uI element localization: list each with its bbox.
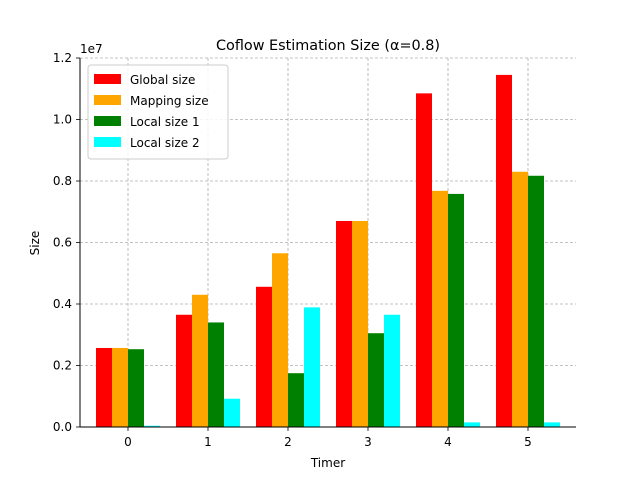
x-tick-label: 2 — [284, 435, 292, 449]
y-tick-label: 0.0 — [53, 420, 72, 434]
y-tick-label: 0.8 — [53, 174, 72, 188]
bars — [96, 74, 560, 428]
bar-mapping-size-3 — [352, 220, 368, 427]
legend: Global size Mapping size Local size 1 Local… — [87, 64, 229, 160]
bar-local-size-2-0 — [144, 425, 160, 427]
bar-local-size-2-5 — [544, 422, 560, 427]
bar-local-size-2-2 — [304, 307, 320, 427]
bar-global-size-2 — [256, 286, 272, 427]
bar-local-size-1-5 — [528, 175, 544, 427]
bar-mapping-size-1 — [192, 294, 208, 427]
legend-swatch — [94, 116, 121, 126]
bar-local-size-1-3 — [368, 333, 384, 427]
legend-swatch — [94, 137, 121, 147]
bar-local-size-2-4 — [464, 422, 480, 427]
x-tick-label: 0 — [124, 435, 132, 449]
bar-global-size-4 — [416, 93, 432, 428]
bar-local-size-1-1 — [208, 322, 224, 427]
bar-global-size-5 — [496, 74, 512, 427]
y-tick-label: 0.4 — [53, 297, 72, 311]
y-scale-label: 1e7 — [80, 42, 103, 56]
legend-label: Global size — [130, 73, 195, 87]
legend-swatch — [94, 74, 121, 84]
bar-local-size-2-3 — [384, 314, 400, 427]
legend-label: Local size 2 — [130, 136, 200, 150]
x-tick-label: 3 — [364, 435, 372, 449]
y-tick-label: 0.2 — [53, 359, 72, 373]
y-tick-label: 1.0 — [53, 113, 72, 127]
bar-local-size-2-1 — [224, 398, 240, 427]
x-tick-label: 5 — [524, 435, 532, 449]
bar-local-size-1-2 — [288, 373, 304, 427]
bar-global-size-3 — [336, 220, 352, 427]
bar-global-size-1 — [176, 314, 192, 427]
bar-global-size-0 — [96, 347, 112, 427]
bar-mapping-size-4 — [432, 190, 448, 427]
legend-swatch — [94, 95, 121, 105]
x-axis-label: Timer — [310, 456, 345, 470]
bar-local-size-1-0 — [128, 349, 144, 427]
legend-box — [87, 64, 229, 160]
legend-label: Mapping size — [130, 94, 209, 108]
x-tick-label: 1 — [204, 435, 212, 449]
chart-title: Coflow Estimation Size (α=0.8) — [216, 38, 440, 54]
ticks: 0.0 0.2 0.4 0.6 0.8 1.0 1.2 0 1 2 3 4 5 — [53, 51, 532, 449]
y-axis-label: Size — [28, 231, 42, 256]
y-tick-label: 1.2 — [53, 51, 72, 65]
bar-local-size-1-4 — [448, 193, 464, 427]
y-tick-label: 0.6 — [53, 236, 72, 250]
x-tick-label: 4 — [444, 435, 452, 449]
legend-label: Local size 1 — [130, 115, 200, 129]
bar-mapping-size-0 — [112, 347, 128, 427]
bar-mapping-size-5 — [512, 171, 528, 427]
bar-mapping-size-2 — [272, 253, 288, 427]
